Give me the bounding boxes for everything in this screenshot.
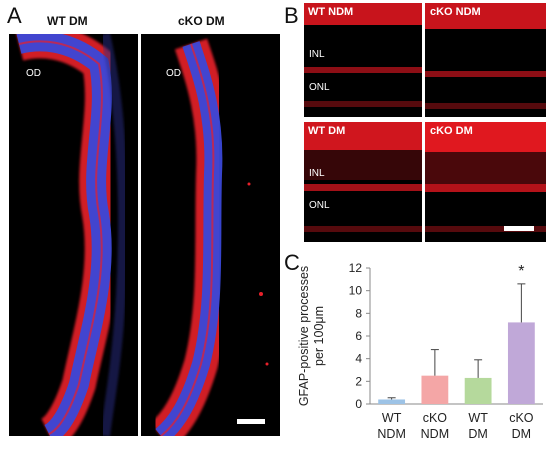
- x-tick-label-line2: NDM: [421, 427, 449, 441]
- cko-dm-micrograph: [425, 122, 546, 232]
- panel-a-right-title: cKO DM: [178, 14, 225, 28]
- cko-ndm-title: cKO NDM: [430, 6, 481, 18]
- panel-a-wt-dm-image: OD: [9, 34, 138, 436]
- cko-dm-retina-micrograph: [149, 38, 269, 436]
- panel-a-cko-dm-image: OD: [141, 34, 280, 436]
- wt-ndm-micrograph: [304, 3, 422, 107]
- bar-1: [421, 375, 449, 404]
- cko-dm-title: cKO DM: [430, 125, 473, 137]
- x-tick-label-line2: DM: [512, 427, 531, 441]
- panel-a-right-od-label: OD: [166, 68, 181, 79]
- wt-ndm-onl-label: ONL: [309, 82, 330, 93]
- wt-dm-title: WT DM: [308, 125, 346, 137]
- panel-a-left-od-label: OD: [26, 68, 41, 79]
- panel-a-left-title: WT DM: [47, 14, 88, 28]
- x-tick-label-line2: NDM: [377, 427, 405, 441]
- x-tick-label-line1: WT: [468, 411, 488, 425]
- y-tick-label: 12: [349, 261, 363, 275]
- bar-3: [507, 322, 535, 404]
- y-tick-label: 2: [355, 374, 362, 388]
- panel-b-label: B: [284, 3, 299, 28]
- gfap-bar-chart: 0 2 4 6 8 10 12 GFAP-positive processes per 100μ…: [297, 261, 543, 441]
- y-tick-label: 8: [355, 306, 362, 320]
- panel-c-label: C: [284, 250, 300, 275]
- bar-0: [378, 399, 406, 404]
- wt-dm-onl-label: ONL: [309, 200, 330, 211]
- wt-dm-micrograph: [304, 122, 422, 232]
- panel-b-wt-ndm-image: WT NDM INL ONL: [304, 3, 422, 117]
- significance-annotation: *: [518, 263, 524, 280]
- wt-ndm-title: WT NDM: [308, 6, 354, 18]
- wt-dm-inl-label: INL: [309, 168, 325, 179]
- y-tick-label: 10: [349, 284, 363, 298]
- y-axis-label: GFAP-positive processes per 100μm: [297, 266, 326, 406]
- panel-b-scale-bar: [504, 226, 534, 231]
- y-tick-label: 0: [355, 397, 362, 411]
- panel-a-scale-bar: [237, 419, 265, 424]
- y-axis-label-line1: GFAP-positive processes: [297, 266, 311, 406]
- x-tick-label-line1: cKO: [423, 411, 448, 425]
- panel-b-cko-dm-image: cKO DM: [425, 122, 546, 242]
- panel-a-label: A: [7, 3, 22, 28]
- y-tick-label: 4: [355, 352, 362, 366]
- bar-2: [464, 377, 492, 404]
- x-tick-label-line2: DM: [468, 427, 487, 441]
- panel-b-cko-ndm-image: cKO NDM: [425, 3, 546, 117]
- wt-ndm-inl-label: INL: [309, 49, 325, 60]
- cko-ndm-micrograph: [425, 3, 546, 109]
- x-tick-label-line1: cKO: [509, 411, 534, 425]
- wt-dm-retina-micrograph: [16, 34, 129, 436]
- x-tick-label-line1: WT: [382, 411, 402, 425]
- y-tick-label: 6: [355, 329, 362, 343]
- panel-b-wt-dm-image: WT DM INL ONL: [304, 122, 422, 242]
- y-axis-label-line2: per 100μm: [312, 306, 326, 366]
